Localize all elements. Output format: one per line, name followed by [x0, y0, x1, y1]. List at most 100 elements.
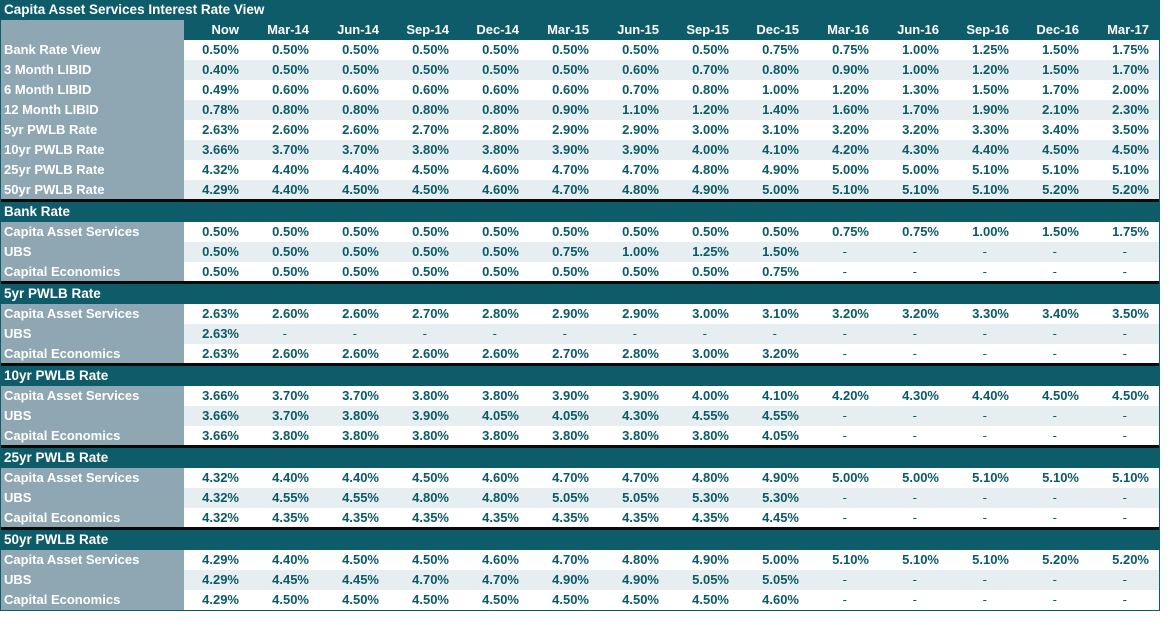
rate-cell: 2.60%	[342, 122, 379, 137]
rate-cell: 3.70%	[342, 388, 379, 403]
rate-cell: -	[912, 428, 917, 443]
rate-cell: 5.10%	[972, 552, 1009, 567]
rate-cell: 4.70%	[622, 470, 659, 485]
rate-cell: 4.60%	[482, 470, 519, 485]
rate-cell: 0.75%	[832, 224, 869, 239]
rate-cell: 0.50%	[342, 224, 379, 239]
rate-cell: 2.60%	[412, 346, 449, 361]
rate-cell: 4.32%	[202, 490, 239, 505]
rate-cell: -	[982, 264, 987, 279]
rate-cell: 3.00%	[692, 122, 729, 137]
rate-cell: -	[352, 326, 357, 341]
rate-cell: 1.25%	[972, 42, 1009, 57]
rate-cell: -	[282, 326, 287, 341]
rate-cell: -	[1122, 326, 1127, 341]
rate-cell: 4.80%	[622, 182, 659, 197]
rate-cell: -	[1052, 264, 1057, 279]
rate-cell: 2.60%	[482, 346, 519, 361]
row-label: UBS	[0, 488, 184, 508]
summary-row: 25yr PWLB Rate 4.32% 4.40% 4.40% 4.50% 4.60% 4…	[0, 160, 1160, 180]
rate-cell: 0.70%	[622, 82, 659, 97]
rate-cell: 1.00%	[902, 42, 939, 57]
rate-cell: 2.60%	[342, 346, 379, 361]
rate-cell: 0.50%	[412, 264, 449, 279]
rate-cell: 0.50%	[622, 224, 659, 239]
rate-cell: 4.80%	[482, 490, 519, 505]
rate-cell: 4.50%	[412, 162, 449, 177]
rate-cell: 4.10%	[762, 142, 799, 157]
rate-cell: 4.50%	[412, 470, 449, 485]
rate-cell: 0.50%	[482, 264, 519, 279]
rate-cell: 1.00%	[902, 62, 939, 77]
rate-cell: 0.50%	[692, 264, 729, 279]
rate-cell: 0.49%	[202, 82, 239, 97]
row-label: Capita Asset Services	[0, 550, 184, 570]
row-label: 12 Month LIBID	[0, 100, 184, 120]
rate-cell: 5.10%	[1042, 162, 1079, 177]
row-label: 50yr PWLB Rate	[0, 180, 184, 200]
rate-cell: -	[842, 490, 847, 505]
rate-cell: 0.50%	[412, 42, 449, 57]
rate-cell: 4.55%	[692, 408, 729, 423]
rate-cell: 0.50%	[412, 62, 449, 77]
rate-cell: -	[982, 572, 987, 587]
summary-row: Bank Rate View 0.50% 0.50% 0.50% 0.50% 0.50% 0…	[0, 40, 1160, 60]
rate-cell: -	[772, 326, 777, 341]
section-title: 5yr PWLB Rate	[0, 284, 1160, 304]
rate-cell: 5.00%	[902, 470, 939, 485]
row-label: 5yr PWLB Rate	[0, 120, 184, 140]
section-separator	[0, 199, 1160, 202]
rate-cell: 0.90%	[552, 102, 589, 117]
rate-cell: 3.66%	[202, 388, 239, 403]
rate-cell: -	[1122, 428, 1127, 443]
rate-cell: 0.80%	[482, 102, 519, 117]
rate-cell: 4.40%	[272, 182, 309, 197]
rate-cell: -	[1122, 408, 1127, 423]
rate-cell: 0.50%	[272, 264, 309, 279]
row-label: Capital Economics	[0, 590, 184, 610]
rate-cell: 1.75%	[1112, 224, 1149, 239]
row-label: Capita Asset Services	[0, 304, 184, 324]
rate-cell: 4.45%	[762, 510, 799, 525]
rate-cell: 5.10%	[972, 162, 1009, 177]
rate-cell: 1.70%	[902, 102, 939, 117]
rate-cell: 5.00%	[832, 162, 869, 177]
section-title: 50yr PWLB Rate	[0, 530, 1160, 550]
row-label: Capita Asset Services	[0, 386, 184, 406]
rate-cell: 2.63%	[202, 122, 239, 137]
rate-cell: -	[842, 346, 847, 361]
rate-cell: -	[1122, 592, 1127, 607]
rate-cell: 0.50%	[342, 62, 379, 77]
column-header: Mar-16	[827, 22, 869, 37]
rate-cell: 3.90%	[412, 408, 449, 423]
rate-cell: 3.20%	[902, 122, 939, 137]
rate-cell: 2.10%	[1042, 102, 1079, 117]
rate-cell: -	[842, 428, 847, 443]
section-title: 25yr PWLB Rate	[0, 448, 1160, 468]
rate-cell: -	[1122, 490, 1127, 505]
rate-cell: 3.50%	[1112, 122, 1149, 137]
rate-cell: 0.80%	[692, 82, 729, 97]
rate-cell: 5.30%	[762, 490, 799, 505]
rate-cell: -	[632, 326, 637, 341]
rate-cell: 4.40%	[342, 162, 379, 177]
rate-cell: 4.20%	[832, 142, 869, 157]
rate-cell: 0.75%	[552, 244, 589, 259]
rate-cell: 3.80%	[622, 428, 659, 443]
section-title: Bank Rate	[0, 202, 1160, 222]
rate-cell: 4.30%	[902, 388, 939, 403]
rate-cell: -	[912, 572, 917, 587]
rate-cell: 0.80%	[272, 102, 309, 117]
rate-cell: 4.70%	[552, 470, 589, 485]
row-label: 25yr PWLB Rate	[0, 160, 184, 180]
rate-cell: 4.70%	[622, 162, 659, 177]
rate-cell: 4.05%	[552, 408, 589, 423]
rate-cell: 5.10%	[1112, 162, 1149, 177]
rate-cell: 4.00%	[692, 388, 729, 403]
rate-cell: 3.20%	[902, 306, 939, 321]
rate-cell: 0.60%	[412, 82, 449, 97]
rate-cell: 2.63%	[202, 346, 239, 361]
rate-cell: 5.10%	[902, 552, 939, 567]
rate-cell: 1.20%	[692, 102, 729, 117]
rate-cell: -	[842, 592, 847, 607]
